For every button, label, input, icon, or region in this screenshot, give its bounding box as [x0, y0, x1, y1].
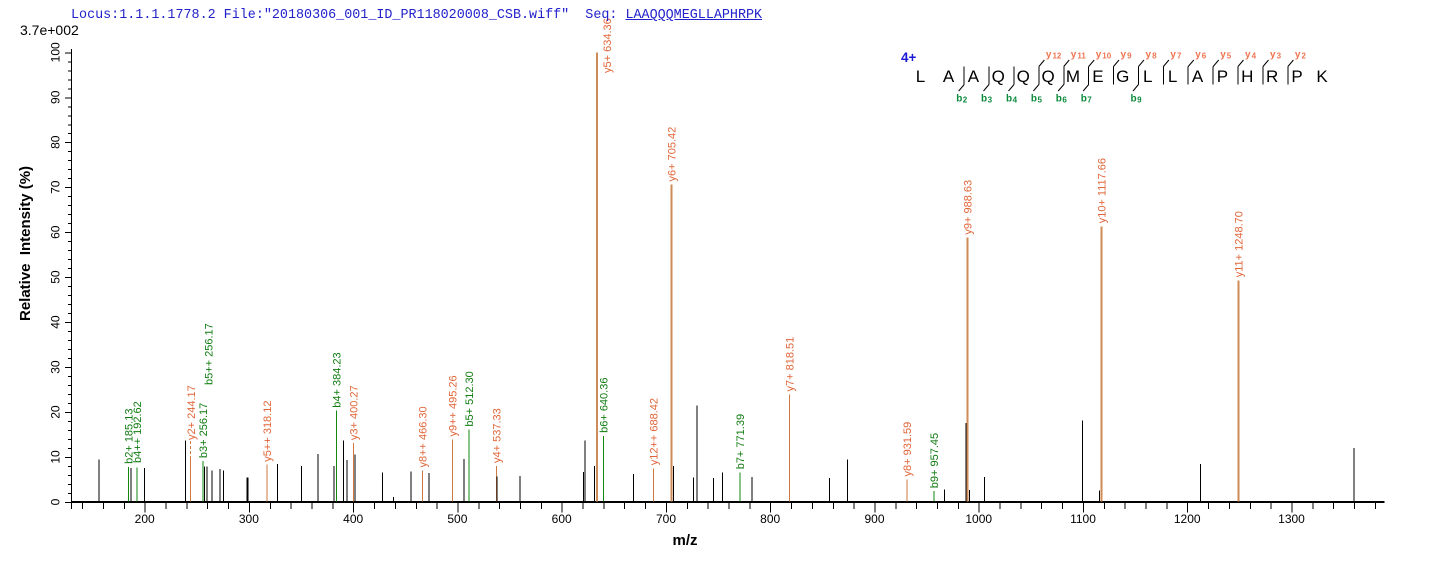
svg-text:b6+ 640.36: b6+ 640.36: [599, 378, 611, 433]
svg-text:b4+ 384.23: b4+ 384.23: [332, 352, 344, 407]
svg-text:Q: Q: [1041, 67, 1054, 86]
svg-text:Q: Q: [992, 67, 1005, 86]
svg-text:y3+ 400.27: y3+ 400.27: [348, 385, 360, 440]
svg-text:G: G: [1116, 67, 1129, 86]
svg-text:y7: y7: [1170, 50, 1182, 61]
svg-text:M: M: [1066, 67, 1080, 86]
svg-text:1100: 1100: [1070, 512, 1096, 526]
svg-text:b3: b3: [981, 94, 993, 105]
svg-text:b4++ 192.62: b4++ 192.62: [132, 401, 144, 463]
svg-text:b5+ 512.30: b5+ 512.30: [464, 371, 476, 426]
svg-text:3.7e+002: 3.7e+002: [20, 22, 79, 38]
svg-text:20: 20: [49, 405, 63, 419]
svg-text:b2+ 185.13: b2+ 185.13: [123, 409, 135, 464]
svg-text:50: 50: [49, 270, 63, 284]
svg-text:300: 300: [239, 512, 259, 526]
svg-text:y11+ 1248.70: y11+ 1248.70: [1234, 211, 1246, 277]
svg-text:y11: y11: [1071, 50, 1087, 61]
svg-text:500: 500: [447, 512, 467, 526]
svg-text:80: 80: [49, 135, 63, 149]
svg-text:y5+ 634.36: y5+ 634.36: [602, 18, 614, 73]
svg-text:b4: b4: [1006, 94, 1018, 105]
svg-text:Relative Intensity (%): Relative Intensity (%): [17, 166, 34, 321]
svg-text:60: 60: [49, 225, 63, 239]
svg-text:R: R: [1266, 67, 1278, 86]
svg-text:900: 900: [864, 512, 884, 526]
svg-text:y9+ 988.63: y9+ 988.63: [962, 180, 974, 235]
svg-text:y5++ 318.12: y5++ 318.12: [262, 401, 274, 462]
svg-text:A: A: [943, 67, 955, 86]
svg-text:L: L: [1168, 67, 1177, 86]
svg-text:700: 700: [656, 512, 676, 526]
svg-text:P: P: [1217, 67, 1228, 86]
svg-text:K: K: [1316, 67, 1328, 86]
svg-text:y8: y8: [1146, 50, 1158, 61]
svg-text:70: 70: [49, 180, 63, 194]
svg-text:800: 800: [760, 512, 780, 526]
svg-text:b6: b6: [1056, 94, 1068, 105]
svg-text:b9+ 957.45: b9+ 957.45: [929, 433, 941, 488]
svg-text:y10: y10: [1096, 50, 1112, 61]
svg-text:y3: y3: [1270, 50, 1282, 61]
svg-text:10: 10: [49, 450, 63, 464]
svg-text:y12++ 688.42: y12++ 688.42: [649, 398, 661, 465]
svg-text:100: 100: [49, 42, 63, 62]
svg-text:b3+ 256.17: b3+ 256.17: [198, 403, 210, 458]
svg-text:40: 40: [49, 315, 63, 329]
svg-text:y2+ 244.17: y2+ 244.17: [186, 385, 198, 440]
svg-text:Q: Q: [1017, 67, 1030, 86]
svg-text:A: A: [968, 67, 980, 86]
svg-text:y4+ 537.33: y4+ 537.33: [491, 408, 503, 463]
svg-text:b7+ 771.39: b7+ 771.39: [735, 414, 747, 469]
svg-text:600: 600: [552, 512, 572, 526]
svg-text:30: 30: [49, 360, 63, 374]
svg-text:y10+ 1117.66: y10+ 1117.66: [1096, 158, 1108, 223]
svg-text:1000: 1000: [965, 512, 992, 526]
svg-text:y6: y6: [1195, 50, 1207, 61]
svg-text:4+: 4+: [901, 50, 917, 65]
svg-text:H: H: [1241, 67, 1253, 86]
svg-text:L: L: [1143, 67, 1152, 86]
svg-text:P: P: [1291, 67, 1302, 86]
svg-text:E: E: [1092, 67, 1103, 86]
svg-text:y9: y9: [1121, 50, 1133, 61]
svg-text:0: 0: [49, 498, 63, 505]
svg-text:b5++ 256.17: b5++ 256.17: [204, 323, 216, 385]
svg-text:400: 400: [343, 512, 363, 526]
svg-text:b9: b9: [1131, 94, 1143, 105]
svg-text:y9++ 495.26: y9++ 495.26: [448, 375, 460, 436]
svg-text:y8+ 931.59: y8+ 931.59: [902, 422, 914, 477]
svg-text:y2: y2: [1295, 50, 1307, 61]
svg-text:y7+ 818.51: y7+ 818.51: [785, 337, 797, 392]
svg-text:m/z: m/z: [672, 532, 697, 549]
svg-text:A: A: [1192, 67, 1204, 86]
svg-text:y12: y12: [1046, 50, 1062, 61]
svg-text:y6+ 705.42: y6+ 705.42: [667, 127, 679, 182]
svg-text:b7: b7: [1081, 94, 1093, 105]
svg-text:200: 200: [135, 512, 155, 526]
svg-text:y5: y5: [1220, 50, 1232, 61]
svg-text:b5: b5: [1031, 94, 1043, 105]
svg-text:90: 90: [49, 90, 63, 104]
svg-text:1200: 1200: [1174, 512, 1201, 526]
svg-text:1300: 1300: [1278, 512, 1305, 526]
svg-text:y8++ 466.30: y8++ 466.30: [417, 406, 429, 467]
svg-text:L: L: [916, 67, 925, 86]
svg-text:b2: b2: [956, 94, 968, 105]
svg-text:y4: y4: [1245, 50, 1257, 61]
